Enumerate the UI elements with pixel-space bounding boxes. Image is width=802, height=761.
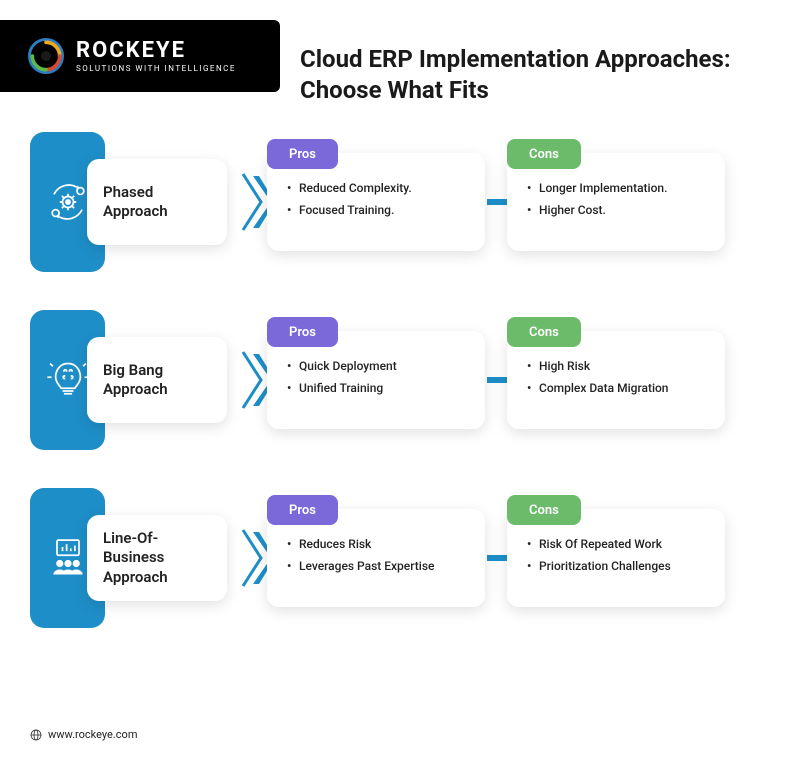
brand-header: ROCKEYE SOLUTIONS WITH INTELLIGENCE	[0, 20, 280, 92]
page-title: Cloud ERP Implementation Approaches: Cho…	[300, 44, 740, 106]
pros-tab: Pros	[267, 317, 338, 347]
pros-label: Pros	[289, 503, 316, 518]
gears-cycle-icon	[46, 180, 90, 224]
approach-name: Big Bang Approach	[103, 361, 211, 400]
brand-tagline: SOLUTIONS WITH INTELLIGENCE	[76, 64, 236, 73]
pros-tab: Pros	[267, 495, 338, 525]
cons-tab: Cons	[507, 495, 581, 525]
cons-card: Cons Longer Implementation. Higher Cost.	[507, 153, 725, 251]
list-item: Risk Of Repeated Work	[527, 537, 709, 551]
list-item: Reduces Risk	[287, 537, 469, 551]
list-item: Focused Training.	[287, 203, 469, 217]
brand-logo-icon	[28, 38, 64, 74]
approach-name: Line-Of-Business Approach	[103, 529, 211, 588]
globe-icon	[30, 729, 42, 741]
list-item: Prioritization Challenges	[527, 559, 709, 573]
cons-tab: Cons	[507, 139, 581, 169]
cons-tab: Cons	[507, 317, 581, 347]
approach-name-card: Line-Of-Business Approach	[87, 515, 227, 601]
list-item: Leverages Past Expertise	[287, 559, 469, 573]
pros-card: Pros Reduces Risk Leverages Past Experti…	[267, 509, 485, 607]
list-item: Quick Deployment	[287, 359, 469, 373]
approach-row: Phased Approach Pros Reduced Complexity.…	[30, 132, 772, 272]
list-item: Reduced Complexity.	[287, 181, 469, 195]
cons-label: Cons	[529, 503, 559, 518]
approach-name-card: Big Bang Approach	[87, 337, 227, 423]
list-item: Unified Training	[287, 381, 469, 395]
cons-label: Cons	[529, 325, 559, 340]
pros-tab: Pros	[267, 139, 338, 169]
footer-url: www.rockeye.com	[48, 728, 137, 741]
pros-label: Pros	[289, 147, 316, 162]
approach-rows: Phased Approach Pros Reduced Complexity.…	[0, 132, 802, 628]
approach-row: Line-Of-Business Approach Pros Reduces R…	[30, 488, 772, 628]
approach-name-card: Phased Approach	[87, 159, 227, 245]
cons-label: Cons	[529, 147, 559, 162]
list-item: High Risk	[527, 359, 709, 373]
cons-card: Cons High Risk Complex Data Migration	[507, 331, 725, 429]
pros-card: Pros Quick Deployment Unified Training	[267, 331, 485, 429]
lightbulb-brain-icon	[46, 358, 90, 402]
footer: www.rockeye.com	[30, 728, 137, 741]
approach-name: Phased Approach	[103, 183, 211, 222]
presentation-team-icon	[46, 536, 90, 580]
brand-name: ROCKEYE	[76, 40, 236, 62]
list-item: Longer Implementation.	[527, 181, 709, 195]
list-item: Complex Data Migration	[527, 381, 709, 395]
pros-card: Pros Reduced Complexity. Focused Trainin…	[267, 153, 485, 251]
pros-label: Pros	[289, 325, 316, 340]
list-item: Higher Cost.	[527, 203, 709, 217]
cons-card: Cons Risk Of Repeated Work Prioritizatio…	[507, 509, 725, 607]
approach-row: Big Bang Approach Pros Quick Deployment …	[30, 310, 772, 450]
